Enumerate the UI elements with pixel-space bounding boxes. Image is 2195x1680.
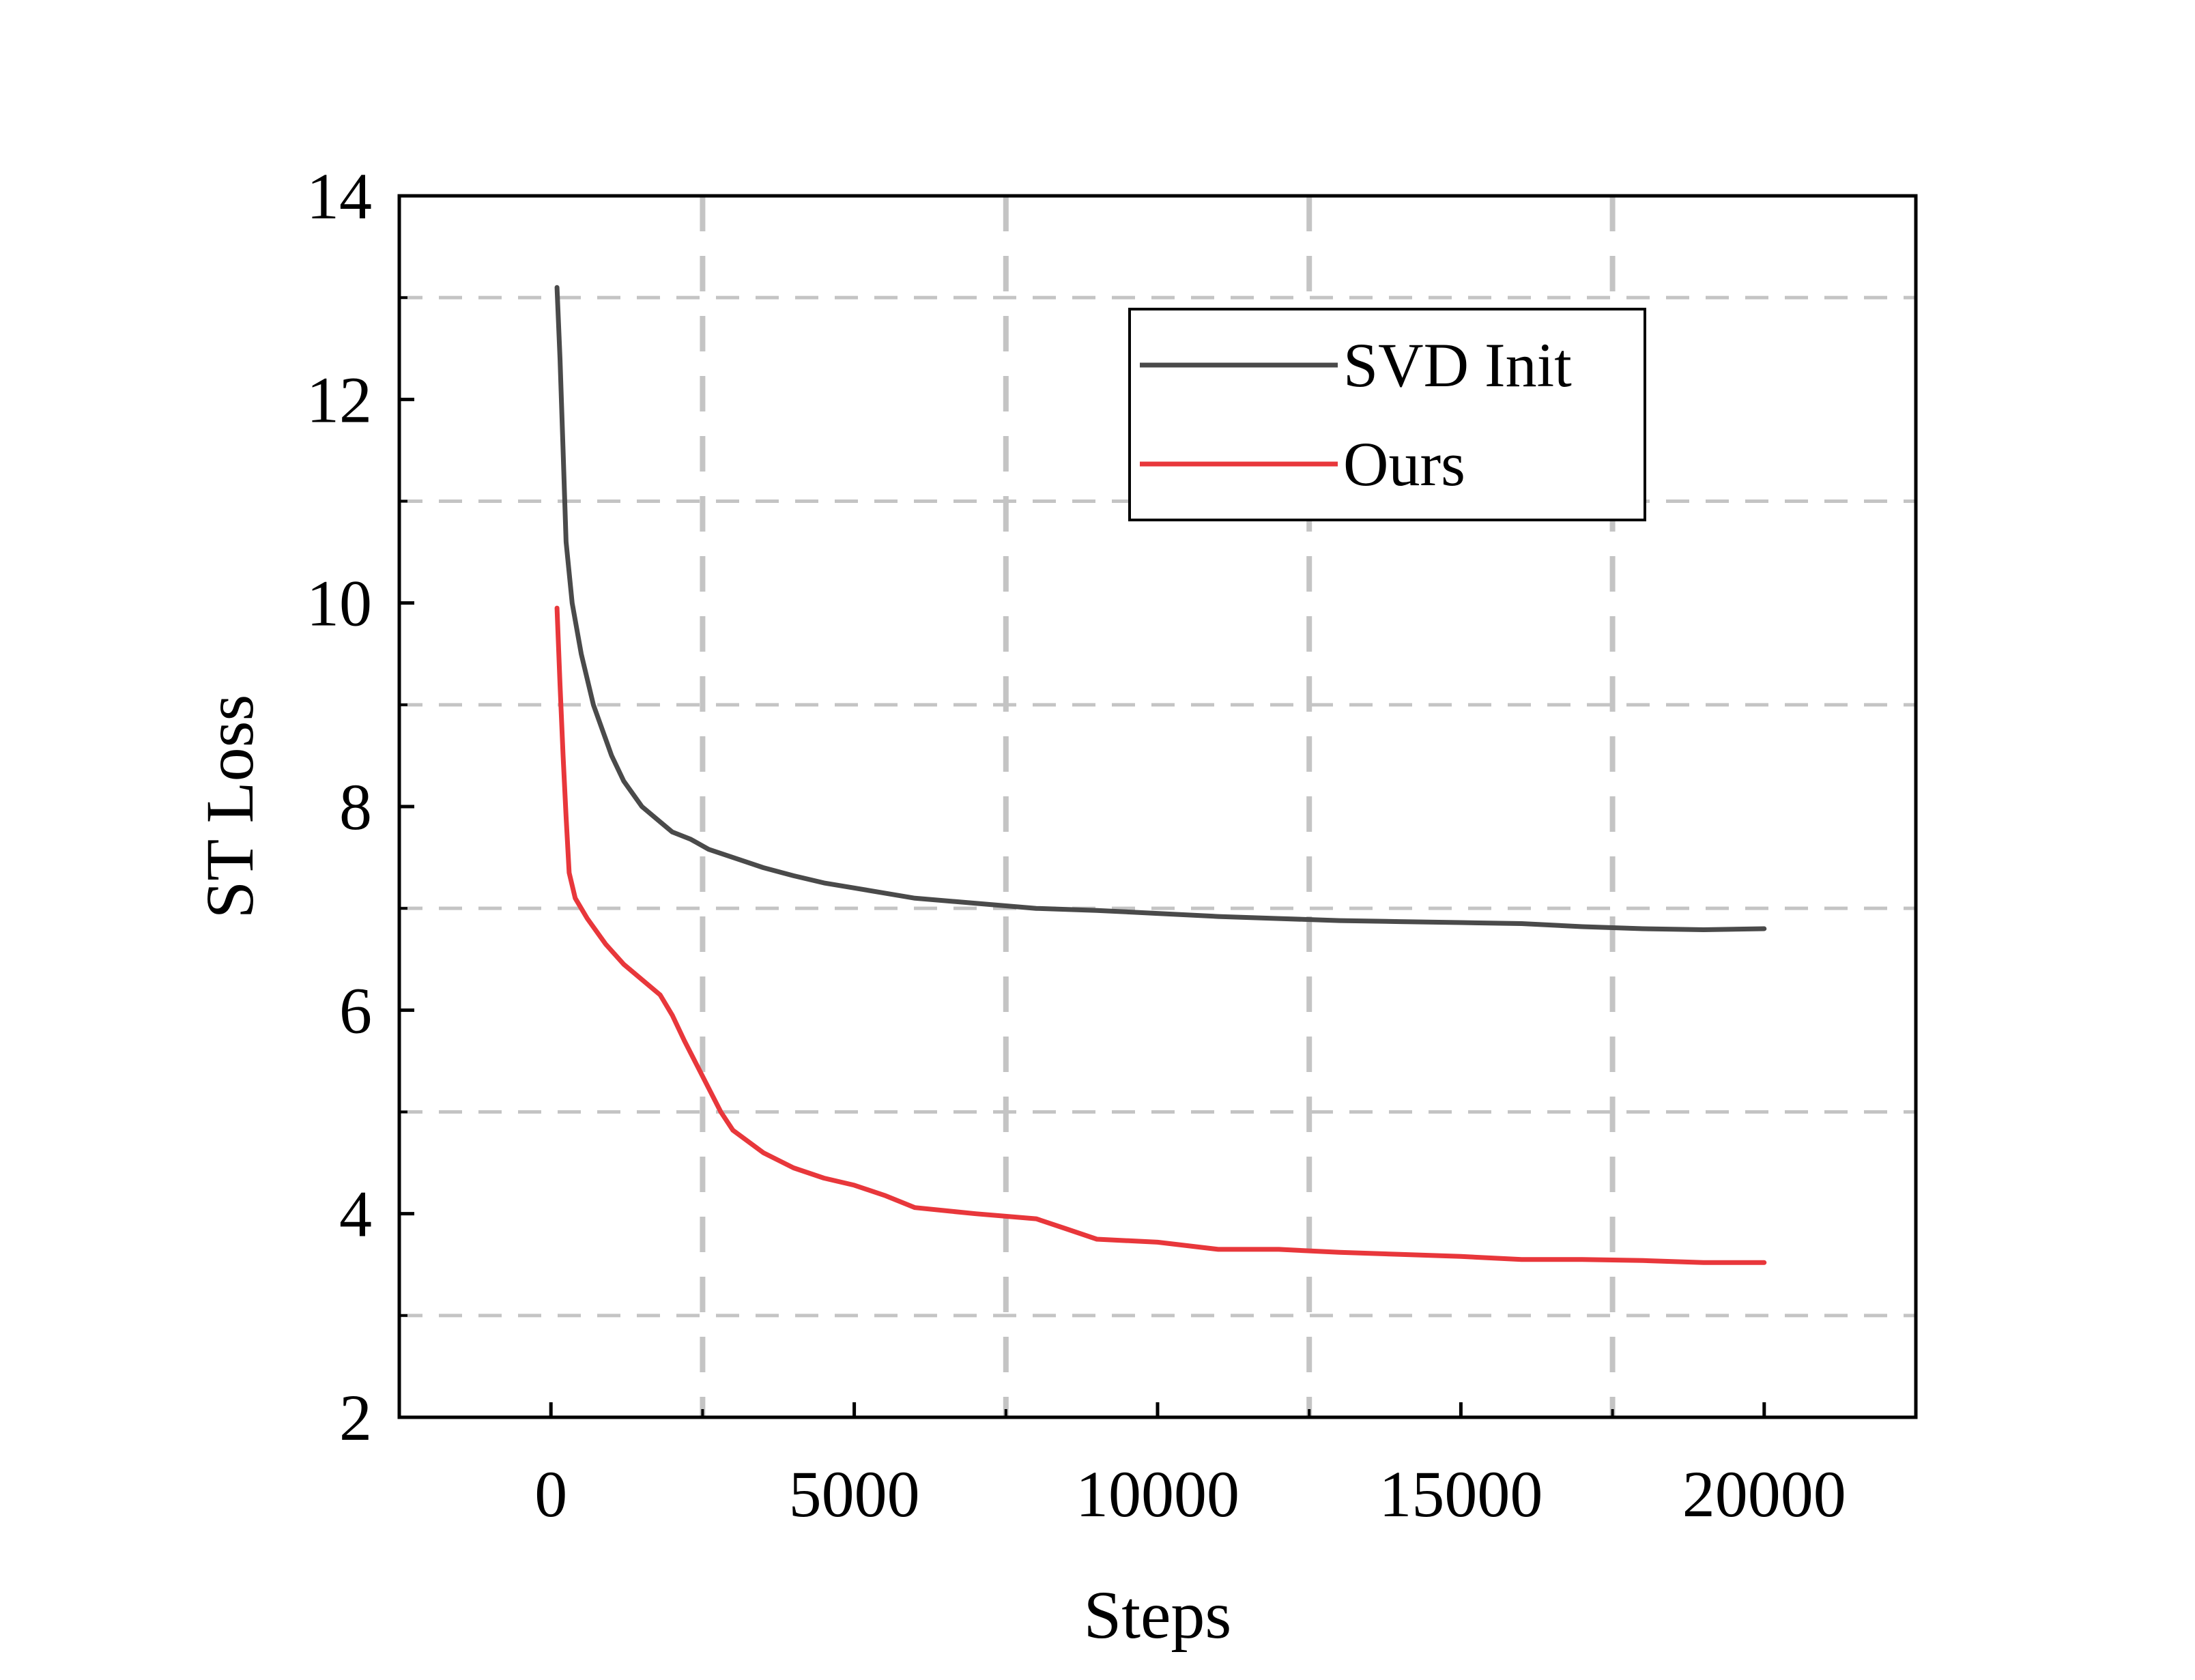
x-tick-label: 5000 — [789, 1458, 920, 1531]
legend: SVD Init Ours — [1128, 308, 1646, 521]
legend-label-svd-init: SVD Init — [1343, 330, 1572, 400]
x-tick-label: 10000 — [1076, 1458, 1239, 1531]
y-tick-label: 8 — [339, 770, 372, 843]
y-tick-label: 2 — [339, 1381, 372, 1454]
x-tick-label: 15000 — [1379, 1458, 1543, 1531]
y-tick-label: 14 — [306, 160, 372, 233]
y-tick-label: 12 — [306, 363, 372, 436]
series-layer — [554, 285, 1767, 1265]
axes: 0 5000 10000 15000 20000 2 4 6 8 10 12 14 — [306, 160, 1846, 1531]
x-axis-title: Steps — [1084, 1577, 1232, 1653]
legend-label-ours: Ours — [1343, 429, 1465, 499]
legend-box — [1128, 308, 1646, 521]
x-tick-label: 20000 — [1682, 1458, 1846, 1531]
y-tick-label: 10 — [306, 567, 372, 640]
series-line-svd-init — [554, 285, 1767, 932]
y-tick-label: 6 — [339, 974, 372, 1047]
y-tick-label: 4 — [339, 1178, 372, 1251]
x-tick-label: 0 — [534, 1458, 567, 1531]
y-axis-title: ST Loss — [192, 695, 268, 919]
series-line-ours — [554, 605, 1767, 1265]
